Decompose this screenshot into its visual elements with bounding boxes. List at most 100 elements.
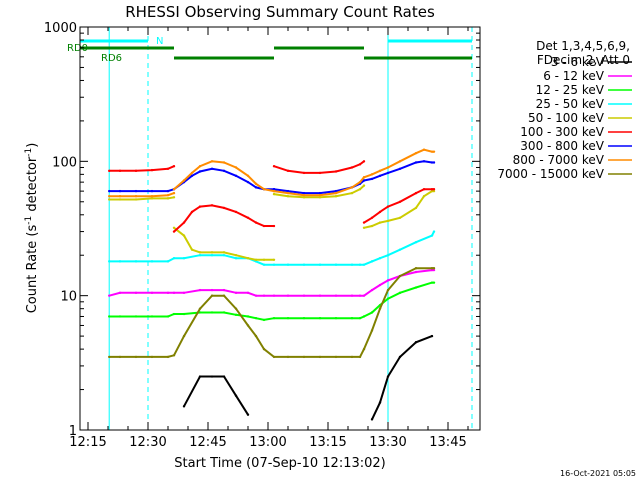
data-point	[286, 189, 290, 193]
data-point	[432, 268, 436, 272]
data-point	[118, 195, 122, 198]
data-point	[362, 221, 366, 224]
data-point	[318, 294, 322, 297]
data-point	[272, 294, 276, 297]
data-point	[210, 167, 214, 170]
data-point	[182, 312, 186, 316]
data-point	[302, 196, 306, 199]
data-point	[166, 189, 170, 193]
data-point	[108, 169, 111, 173]
flag-label-rd0: RD0	[67, 43, 88, 54]
data-point	[358, 188, 362, 191]
x-tick-label: 12:15	[69, 435, 106, 450]
data-point	[246, 216, 250, 219]
data-point	[190, 210, 194, 214]
data-point	[302, 355, 306, 359]
data-point	[414, 270, 418, 274]
data-point	[134, 198, 138, 201]
data-point	[172, 230, 176, 233]
data-point	[262, 188, 266, 191]
data-point	[432, 188, 436, 191]
x-axis-label: Start Time (07-Sep-10 12:13:02)	[174, 456, 385, 471]
data-point	[362, 294, 366, 297]
data-point	[272, 316, 276, 320]
data-point	[362, 184, 366, 187]
y-axis-label: Count Rate (s-1 detector-1)	[24, 143, 40, 314]
data-point	[254, 182, 258, 186]
data-point	[302, 316, 306, 320]
plot-frame	[79, 26, 481, 431]
data-point	[334, 191, 338, 195]
x-tick-label: 13:15	[309, 435, 346, 450]
data-point	[108, 355, 111, 359]
data-point	[286, 263, 290, 266]
data-point	[414, 267, 418, 270]
data-point	[234, 291, 238, 295]
data-point	[398, 216, 402, 219]
data-point	[210, 160, 214, 163]
series-line	[371, 335, 433, 420]
legend: Det 1,3,4,5,6,9,FDecim 2, Att 03 - 6 keV…	[497, 39, 632, 181]
data-point	[210, 204, 214, 207]
series-line-segment	[273, 179, 365, 195]
data-point	[302, 171, 306, 175]
legend-entry-label: 12 - 25 keV	[536, 83, 605, 97]
data-point	[198, 251, 202, 254]
data-point	[166, 167, 170, 170]
data-point	[182, 334, 186, 338]
x-tick-label: 13:45	[429, 435, 466, 450]
y-axis-label-part: Count Rate (s	[25, 225, 40, 314]
data-point	[254, 316, 258, 320]
y-tick-label: 1	[69, 424, 77, 439]
data-point	[118, 260, 122, 263]
data-point	[262, 294, 266, 297]
data-point	[210, 375, 214, 378]
data-point	[150, 355, 154, 359]
data-point	[246, 315, 250, 318]
data-point	[262, 318, 266, 322]
data-point	[362, 226, 366, 230]
legend-entry-label: 50 - 100 keV	[528, 111, 605, 125]
y-tick-label: 1000	[44, 21, 77, 36]
data-point	[422, 188, 426, 191]
data-point	[118, 315, 122, 318]
data-point	[172, 226, 176, 230]
data-point	[262, 263, 266, 266]
data-point	[272, 189, 276, 193]
flag-label-rd6: RD6	[101, 53, 122, 64]
data-point	[182, 234, 186, 237]
data-point	[254, 186, 258, 189]
data-point	[414, 241, 418, 244]
data-point	[358, 355, 362, 359]
data-point	[272, 355, 276, 359]
data-point	[150, 260, 154, 263]
data-point	[370, 216, 374, 219]
data-point	[350, 191, 354, 195]
data-point	[350, 263, 354, 266]
plot-area: RD0 RD6 N	[67, 27, 473, 430]
data-point	[182, 257, 186, 260]
data-point	[210, 311, 214, 314]
data-point	[350, 166, 354, 169]
legend-header: Det 1,3,4,5,6,9,	[536, 39, 630, 53]
data-point	[134, 189, 138, 193]
data-point	[222, 251, 226, 254]
data-point	[198, 307, 202, 310]
data-point	[334, 189, 338, 193]
data-point	[358, 294, 362, 297]
data-point	[386, 375, 390, 378]
data-point	[302, 294, 306, 297]
y-axis-label-sup: -1	[24, 216, 34, 225]
y-axis-label-part: )	[25, 143, 40, 148]
data-point	[432, 267, 436, 270]
data-point	[118, 169, 122, 173]
data-point	[182, 405, 186, 408]
data-point	[430, 189, 434, 193]
data-point	[286, 294, 290, 297]
data-point	[172, 191, 176, 195]
data-point	[358, 263, 362, 266]
data-point	[222, 161, 226, 164]
data-point	[172, 164, 176, 168]
data-point	[370, 418, 374, 421]
data-point	[430, 268, 434, 272]
